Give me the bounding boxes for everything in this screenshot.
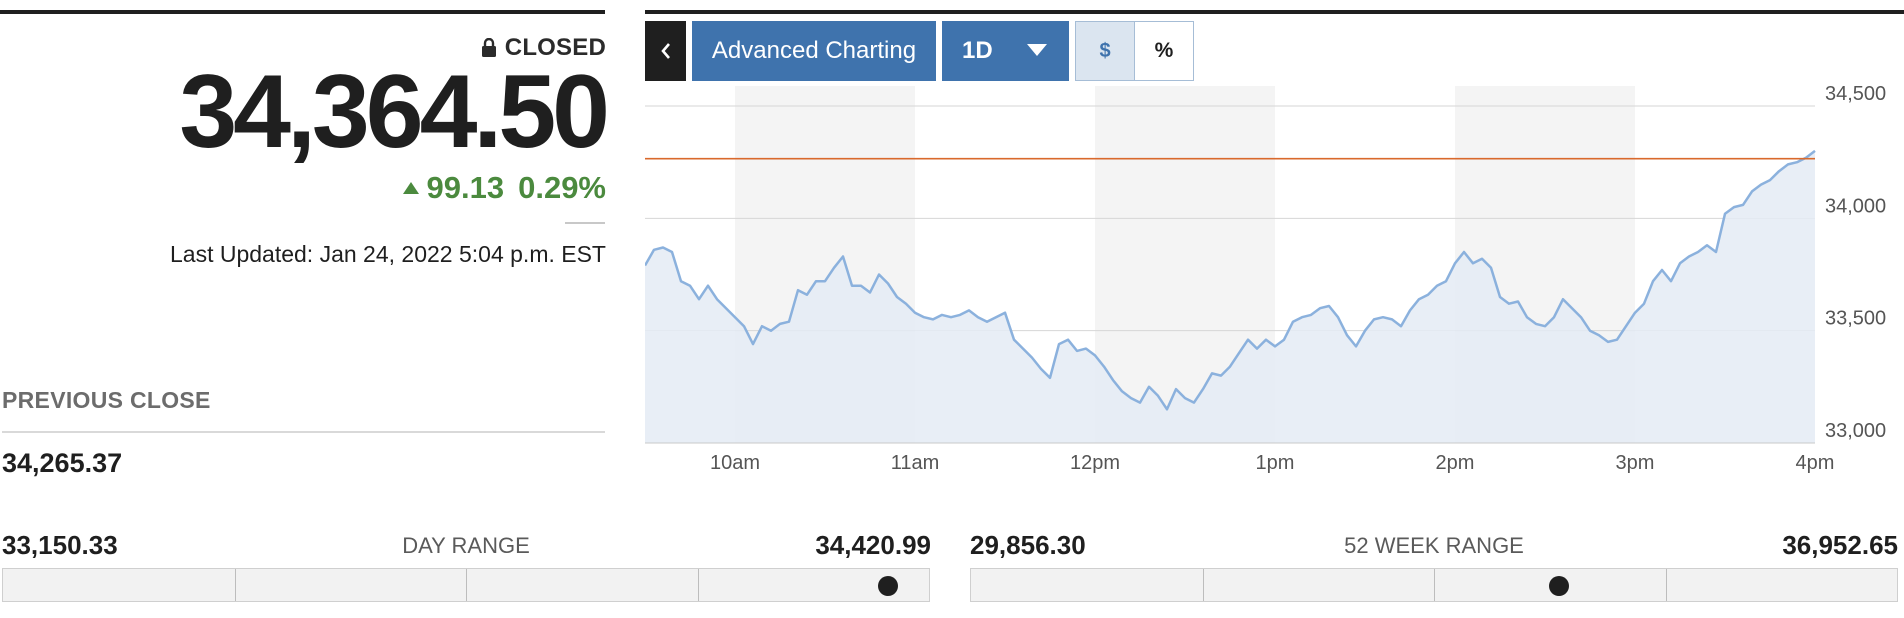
range-tick [1434,569,1435,601]
range-tick [1665,569,1667,601]
last-price: 34,364.50 [179,54,610,170]
day-range-bar [2,568,930,602]
price-line [645,149,1816,411]
dollar-toggle[interactable]: $ [1075,21,1135,81]
percent-toggle[interactable]: % [1134,21,1194,81]
week52-range-bar [970,568,1898,602]
time-range-value: 1D [962,37,993,64]
lock-icon [481,38,496,57]
divider [2,431,605,433]
intraday-chart[interactable]: 33,000 33,500 34,000 34,500 10am 11am 12pm 1pm 2… [645,86,1904,486]
day-range-label: DAY RANGE [402,533,530,558]
range-tick [466,569,467,601]
y-tick-label: 33,000 [1825,420,1886,442]
previous-close-label: PREVIOUS CLOSE [2,387,211,413]
market-status-label: CLOSED [504,34,606,61]
divider [565,222,605,224]
range-tick [1202,569,1204,601]
x-tick-label: 12pm [1070,452,1120,474]
market-status: CLOSED [481,34,606,62]
advanced-charting-button[interactable]: Advanced Charting [692,21,936,81]
week52-range-high: 36,952.65 [1782,530,1898,560]
change-points: 99.13 [426,170,505,205]
collapse-button[interactable] [645,21,686,81]
change-percent: 0.29% [518,170,606,205]
range-tick [697,569,699,601]
previous-close-value: 34,265.37 [2,448,123,478]
time-range-dropdown[interactable]: 1D [942,21,1069,81]
chart-top-rule [645,10,1904,14]
day-range-low: 33,150.33 [2,530,118,560]
day-range-high: 34,420.99 [815,530,931,560]
y-tick-label: 33,500 [1825,308,1886,330]
week52-range-low: 29,856.30 [970,530,1086,560]
x-tick-label: 2pm [1436,452,1475,474]
x-tick-label: 1pm [1256,452,1295,474]
caret-down-icon [1027,44,1047,56]
y-tick-label: 34,000 [1825,195,1886,217]
price-area [645,150,1815,443]
chevron-left-icon [660,43,670,59]
quote-top-rule [0,10,605,14]
up-arrow-icon [402,182,419,194]
day-range-marker [877,576,898,596]
week52-range-label: 52 WEEK RANGE [1344,533,1524,558]
week52-range-marker [1549,576,1570,596]
x-tick-label: 10am [710,452,760,474]
last-updated: Last Updated: Jan 24, 2022 5:04 p.m. EST [169,241,606,267]
x-tick-label: 3pm [1616,452,1655,474]
x-tick-label: 11am [891,452,940,474]
x-tick-label: 4pm [1796,452,1835,474]
price-change: 99.13 0.29% [402,170,606,206]
range-tick [234,569,236,601]
y-tick-label: 34,500 [1825,86,1886,105]
